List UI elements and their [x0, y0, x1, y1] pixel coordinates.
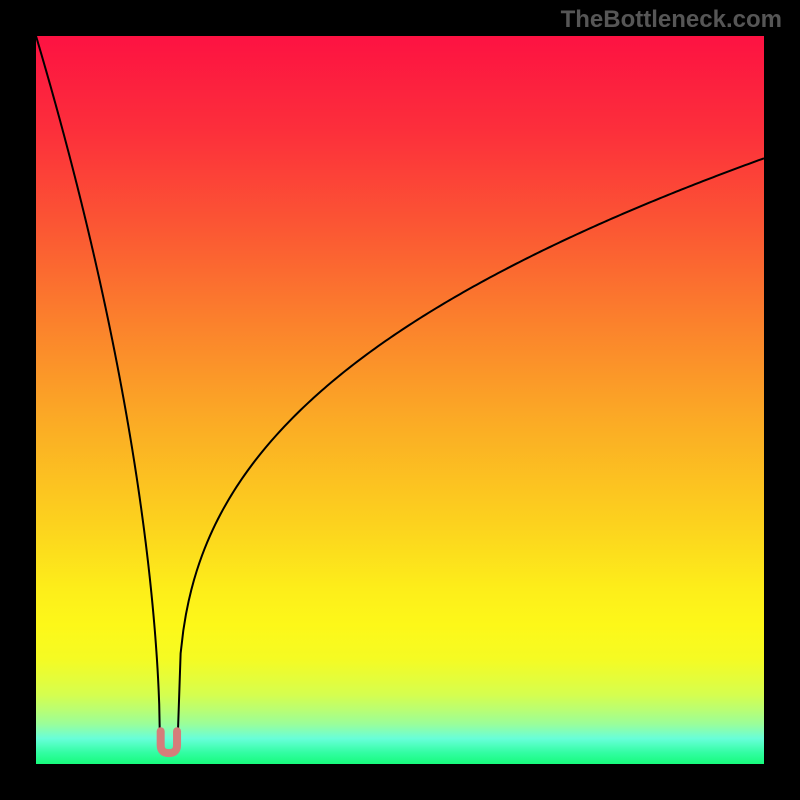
valley-marker [161, 731, 177, 753]
curve-left-branch [36, 36, 160, 731]
curve-layer [36, 36, 764, 764]
stage: TheBottleneck.com [0, 0, 800, 800]
watermark-text: TheBottleneck.com [561, 6, 782, 34]
curve-right-branch [178, 158, 764, 731]
plot-area [36, 36, 764, 764]
